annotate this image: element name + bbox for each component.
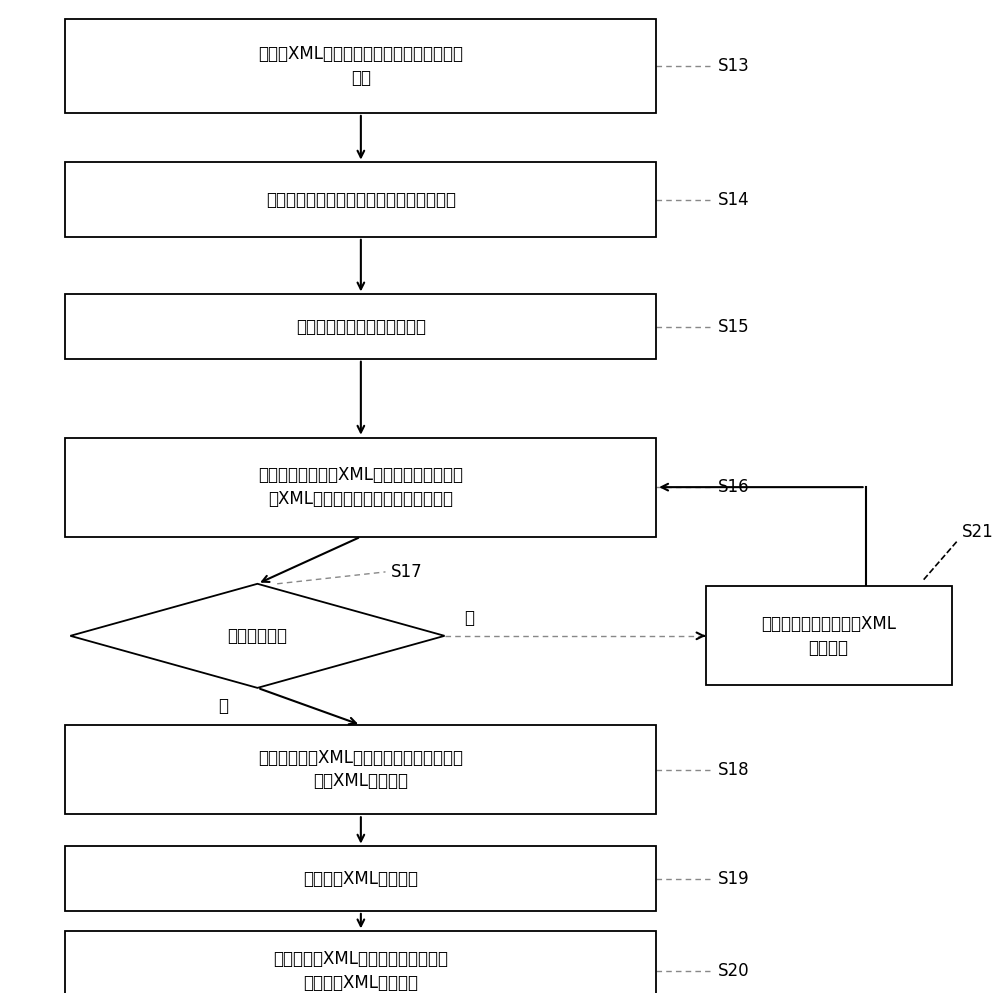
- Text: 否: 否: [464, 609, 474, 627]
- Bar: [65, 726, 656, 814]
- Bar: [65, 846, 656, 911]
- Text: S21: S21: [962, 523, 993, 541]
- Bar: [706, 586, 952, 686]
- Text: S18: S18: [718, 760, 750, 778]
- Bar: [65, 19, 656, 113]
- Text: 将所述XML报文模板的更新信息发布至服务
总线: 将所述XML报文模板的更新信息发布至服务 总线: [258, 45, 463, 87]
- Text: 将正在使用的XML报文模板更新为更新信息
中的XML报文模板: 将正在使用的XML报文模板更新为更新信息 中的XML报文模板: [258, 748, 463, 790]
- Text: S16: S16: [718, 478, 750, 496]
- Bar: [65, 437, 656, 537]
- Polygon shape: [70, 584, 445, 688]
- Text: 获取更新信息中的下一XML
报文模板: 获取更新信息中的下一XML 报文模板: [761, 615, 896, 657]
- Bar: [65, 294, 656, 358]
- Text: S13: S13: [718, 57, 750, 75]
- Text: 是否需要更新: 是否需要更新: [227, 627, 287, 645]
- Text: 各通讯节点获取所述更新信息: 各通讯节点获取所述更新信息: [296, 317, 426, 335]
- Text: S14: S14: [718, 191, 750, 209]
- Text: 比对更新信息中的XML报文模板和正在使用
的XML报文模板的唯一标识符和版本号: 比对更新信息中的XML报文模板和正在使用 的XML报文模板的唯一标识符和版本号: [258, 466, 463, 508]
- Bar: [65, 163, 656, 237]
- Bar: [65, 931, 656, 998]
- Text: 是: 是: [218, 698, 228, 716]
- Text: S17: S17: [390, 563, 422, 581]
- Text: 服务总线将所述更新信息推送至各通讯节点: 服务总线将所述更新信息推送至各通讯节点: [266, 191, 456, 209]
- Text: S15: S15: [718, 317, 750, 335]
- Text: S19: S19: [718, 869, 750, 887]
- Text: 若更新后的XML报文模板出现错误，
启用历史XML报文模板: 若更新后的XML报文模板出现错误， 启用历史XML报文模板: [273, 950, 448, 992]
- Text: 保存历史XML报文模板: 保存历史XML报文模板: [303, 869, 418, 887]
- Text: S20: S20: [718, 962, 750, 980]
